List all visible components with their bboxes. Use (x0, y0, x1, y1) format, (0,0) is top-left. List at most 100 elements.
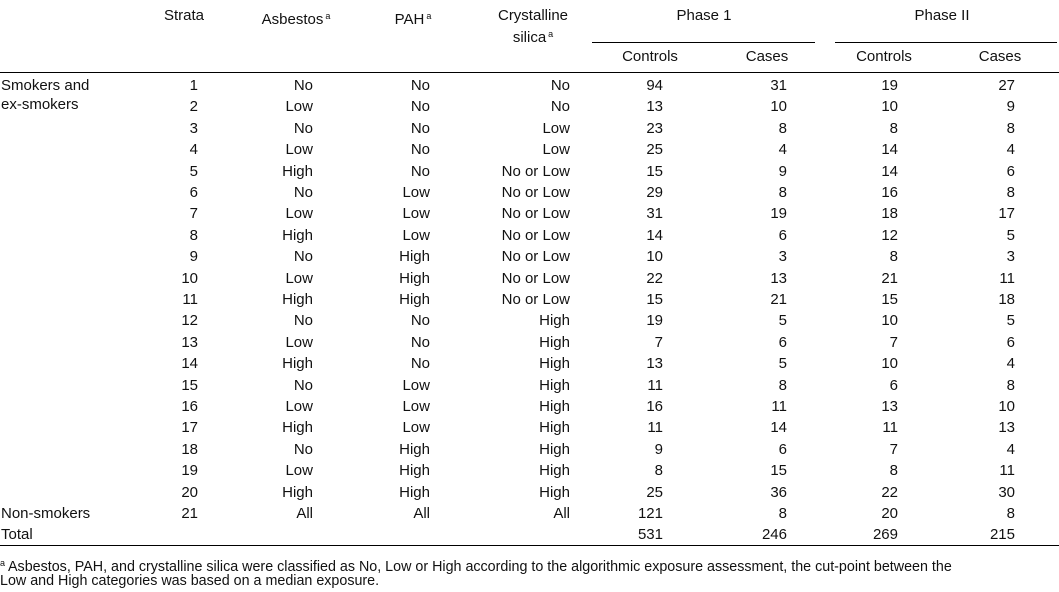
total-label: Total (1, 526, 33, 544)
table-cell: 7 (889, 333, 898, 351)
subcolumn-header: Cases (978, 48, 1022, 65)
table-cell: 11 (882, 419, 898, 437)
table-cell: No (293, 119, 313, 137)
table-cell: 14 (646, 226, 663, 244)
table-cell: 8 (778, 376, 787, 394)
total-cell: 246 (761, 526, 787, 544)
table-cell: 17 (998, 205, 1015, 223)
table-cell: 7 (654, 333, 663, 351)
table-cell: 8 (889, 462, 898, 480)
table-cell: 121 (637, 505, 663, 522)
table-cell: 11 (647, 376, 663, 394)
table-cell: 18 (181, 440, 198, 458)
table-cell: 4 (1006, 355, 1015, 373)
table-cell: 4 (778, 141, 787, 159)
table-cell: 8 (778, 119, 787, 137)
table-cell: 18 (881, 205, 898, 223)
table-cell: 2 (189, 98, 198, 116)
table-cell: 7 (189, 205, 198, 223)
table-cell: High (282, 355, 313, 373)
table-cell: 6 (189, 184, 198, 201)
table-cell: High (539, 462, 570, 480)
group-label: ex-smokers (1, 96, 79, 113)
table-cell: 11 (182, 291, 198, 308)
table-cell: 22 (646, 269, 663, 287)
table-cell: 94 (646, 77, 663, 94)
table-cell: High (399, 269, 430, 287)
table-cell: 6 (1006, 333, 1015, 351)
table-cell: High (282, 226, 313, 244)
table-cell: 13 (770, 269, 787, 287)
table-cell: 7 (889, 440, 898, 458)
bottom-rule (0, 545, 1059, 546)
total-cell: 531 (637, 526, 663, 544)
footnote-marker: a (548, 29, 554, 39)
table-cell: High (399, 440, 430, 458)
table-cell: 11 (771, 398, 787, 415)
table-cell: 10 (881, 312, 898, 330)
table-cell: No (293, 77, 313, 94)
table-cell: 6 (1006, 162, 1015, 180)
table-cell: 31 (770, 77, 787, 94)
table-cell: High (282, 483, 313, 501)
table-cell: 36 (770, 483, 787, 501)
footnote-marker: a (325, 11, 331, 21)
table-cell: 16 (646, 398, 663, 415)
table-cell: High (539, 376, 570, 394)
table-cell: 3 (189, 119, 198, 137)
header-rule (0, 72, 1059, 73)
table-cell: 14 (881, 141, 898, 159)
table-cell: 9 (654, 440, 663, 458)
table-cell: Low (402, 398, 430, 415)
table-cell: Low (402, 419, 430, 437)
table-cell: 15 (646, 162, 663, 180)
table-cell: 6 (889, 376, 898, 394)
table-cell: 1 (189, 77, 198, 94)
table-cell: No (293, 312, 313, 330)
table-cell: No or Low (501, 205, 570, 223)
table-cell: 4 (1006, 440, 1015, 458)
table-cell: No or Low (501, 162, 570, 180)
table-cell: 17 (181, 419, 198, 437)
table-cell: All (553, 505, 570, 522)
table-cell: 13 (646, 355, 663, 373)
table-cell: 22 (881, 483, 898, 501)
table-cell: 8 (778, 184, 787, 201)
table-cell: Low (402, 376, 430, 394)
table-cell: 10 (181, 269, 198, 287)
table-cell: High (399, 291, 430, 308)
table-cell: 12 (181, 312, 198, 330)
table-cell: Low (402, 226, 430, 244)
table-cell: 14 (770, 419, 787, 437)
table-cell: Low (402, 184, 430, 201)
table-cell: No (293, 248, 313, 266)
total-cell: 269 (872, 526, 898, 544)
table-cell: No (410, 98, 430, 116)
table-cell: 25 (646, 483, 663, 501)
table-cell: Low (402, 205, 430, 223)
footnote-text: Low and High categories was based on a m… (0, 573, 380, 589)
table-cell: 8 (889, 248, 898, 266)
table-cell: High (282, 291, 313, 308)
table-cell: 21 (881, 269, 898, 287)
table-cell: No (293, 376, 313, 394)
table-cell: No (410, 355, 430, 373)
table-cell: No or Low (501, 226, 570, 244)
table-cell: 13 (646, 98, 663, 116)
table-cell: High (539, 398, 570, 415)
table-cell: 10 (881, 98, 898, 116)
table-cell: High (399, 248, 430, 266)
table-cell: 13 (998, 419, 1015, 437)
table-cell: High (399, 483, 430, 501)
table-cell: 5 (189, 162, 198, 180)
table-cell: 10 (646, 248, 663, 266)
table-cell: High (399, 462, 430, 480)
table-cell: 5 (778, 312, 787, 330)
table-cell: 5 (778, 355, 787, 373)
table-cell: High (282, 162, 313, 180)
table-cell: Low (285, 333, 313, 351)
table-cell: High (539, 355, 570, 373)
table-cell: No (293, 184, 313, 201)
table-cell: No (293, 440, 313, 458)
